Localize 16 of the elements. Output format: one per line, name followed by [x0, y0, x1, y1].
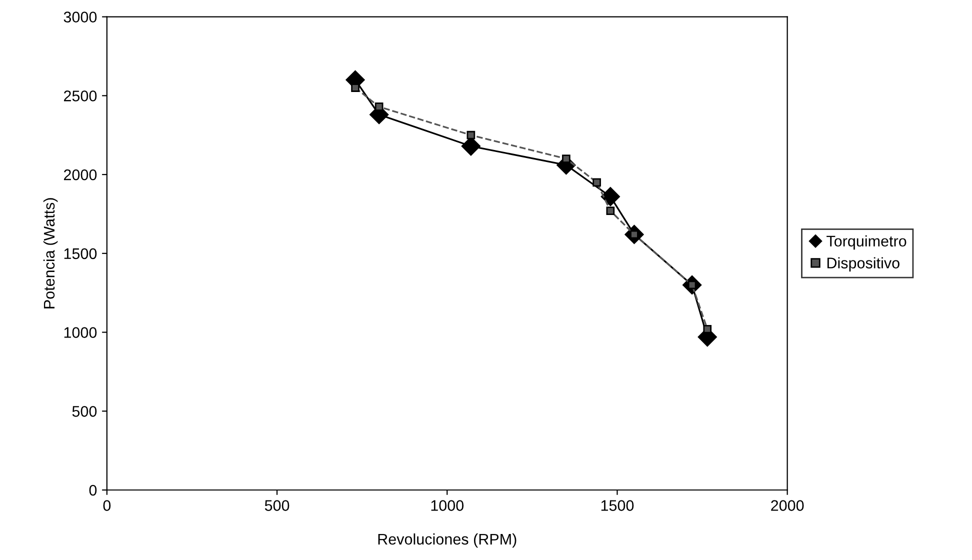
y-tick-label: 2500 — [64, 90, 97, 102]
y-axis-title: Potencia (Watts) — [43, 198, 58, 308]
x-axis-title: Revoluciones (RPM) — [378, 533, 516, 548]
legend-label: Torquimetro — [826, 235, 906, 250]
x-tick-label: 2000 — [771, 500, 804, 511]
y-tick-label: 0 — [89, 484, 97, 496]
legend-label: Dispositivo — [827, 257, 900, 272]
y-tick-label: 3000 — [64, 12, 97, 22]
x-tick-label: 0 — [103, 500, 111, 511]
x-tick-label: 1500 — [601, 500, 634, 511]
y-tick-label: 1000 — [64, 327, 97, 338]
y-tick-label: 2000 — [64, 169, 97, 180]
x-tick-label: 1000 — [431, 500, 464, 511]
y-tick-label: 1500 — [64, 248, 97, 260]
x-tick-label: 500 — [264, 500, 290, 511]
y-tick-label: 500 — [72, 406, 97, 417]
